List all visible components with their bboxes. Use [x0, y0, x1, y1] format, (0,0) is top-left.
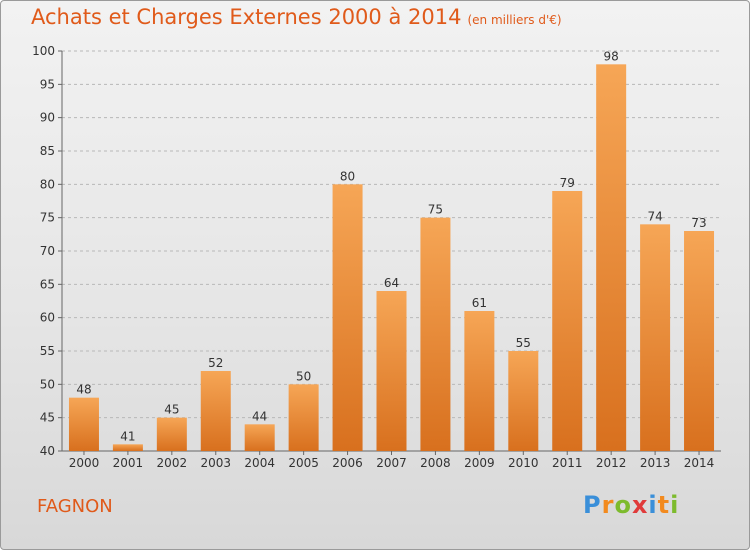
bar-2007: [376, 291, 407, 451]
logo-letter: x: [631, 491, 649, 519]
data-label: 41: [120, 429, 135, 443]
x-tick-label: 2013: [640, 456, 671, 470]
logo-letter: r: [601, 491, 615, 519]
bar-2006: [332, 184, 363, 452]
bar-2004: [244, 424, 275, 451]
logo-letter: P: [583, 491, 602, 519]
logo-letter: i: [670, 491, 680, 519]
x-tick-label: 2002: [157, 456, 188, 470]
logo-letter: i: [648, 491, 658, 519]
bar-2003: [200, 371, 231, 451]
data-label: 80: [340, 169, 355, 183]
chart-title-text: Achats et Charges Externes 2000 à 2014: [31, 5, 462, 29]
bar-2010: [508, 351, 539, 451]
data-label: 52: [208, 356, 223, 370]
data-label: 45: [164, 403, 179, 417]
data-label: 73: [691, 216, 706, 230]
y-tick-label: 55: [40, 344, 55, 358]
bar-2005: [288, 384, 319, 451]
bars: [68, 64, 715, 452]
x-tick-label: 2006: [332, 456, 363, 470]
x-tick-label: 2005: [288, 456, 319, 470]
bar-2000: [68, 397, 99, 451]
bar-2014: [684, 231, 715, 451]
x-tick-label: 2008: [420, 456, 451, 470]
bar-2001: [112, 444, 143, 451]
data-label: 75: [428, 203, 443, 217]
data-label: 61: [472, 296, 487, 310]
data-label: 64: [384, 276, 399, 290]
y-tick-label: 100: [32, 44, 55, 58]
y-tick-label: 60: [40, 311, 55, 325]
data-label: 50: [296, 369, 311, 383]
data-label: 79: [560, 176, 575, 190]
data-labels: 48 41 45 52 44 50 80 64 75 61 55 79 98 74 73: [76, 49, 706, 443]
data-label: 98: [604, 49, 619, 63]
bar-2011: [552, 191, 583, 451]
bar-2013: [640, 224, 671, 451]
bar-2012: [596, 64, 627, 452]
x-tick-label: 2003: [200, 456, 231, 470]
x-tick-label: 2014: [684, 456, 715, 470]
x-tick-label: 2012: [596, 456, 627, 470]
y-tick-label: 70: [40, 244, 55, 258]
y-tick-label: 75: [40, 211, 55, 225]
bar-2002: [156, 417, 187, 451]
y-tick-label: 80: [40, 177, 55, 191]
y-tick-label: 95: [40, 77, 55, 91]
data-label: 74: [647, 209, 662, 223]
logo-letter: o: [614, 491, 632, 519]
data-label: 55: [516, 336, 531, 350]
y-tick-label: 65: [40, 277, 55, 291]
x-tick-label: 2001: [113, 456, 144, 470]
logo-letter: t: [657, 491, 671, 519]
bar-2008: [420, 217, 451, 451]
chart-subtitle: (en milliers d'€): [467, 13, 562, 27]
x-tick-label: 2004: [244, 456, 275, 470]
bar-2009: [464, 311, 495, 451]
y-tick-label: 40: [40, 444, 55, 458]
y-tick-label: 50: [40, 377, 55, 391]
x-tick-label: 2010: [508, 456, 539, 470]
x-tick-label: 2011: [552, 456, 583, 470]
chart-title: Achats et Charges Externes 2000 à 2014 (e…: [31, 5, 562, 29]
data-label: 44: [252, 409, 267, 423]
commune-name: FAGNON: [37, 496, 113, 517]
x-tick-label: 2000: [69, 456, 100, 470]
y-tick-label: 45: [40, 411, 55, 425]
x-tick-label: 2009: [464, 456, 495, 470]
y-tick-label: 85: [40, 144, 55, 158]
y-tick-label: 90: [40, 111, 55, 125]
proxiti-logo: Proxiti: [583, 491, 679, 519]
data-label: 48: [76, 383, 91, 397]
x-tick-label: 2007: [376, 456, 407, 470]
